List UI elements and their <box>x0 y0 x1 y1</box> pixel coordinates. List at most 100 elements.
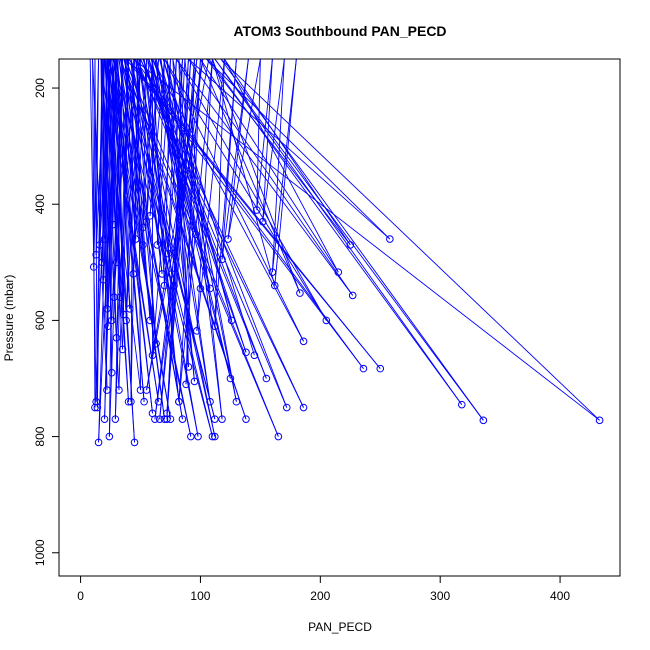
series-line-segment <box>107 58 113 373</box>
x-tick-label: 100 <box>190 589 210 603</box>
data-point-marker <box>226 374 235 383</box>
data-point-marker <box>119 310 128 319</box>
series-line-segment <box>172 58 237 402</box>
data-point-marker <box>130 438 139 447</box>
data-point-marker <box>160 415 169 423</box>
data-point-marker <box>100 415 109 423</box>
data-point-marker <box>166 415 175 423</box>
data-point-marker <box>194 432 202 441</box>
series-line-segment <box>221 58 249 260</box>
x-tick-label: 400 <box>550 589 570 603</box>
series-layer <box>89 58 604 447</box>
data-point-marker <box>148 351 157 360</box>
data-point-marker <box>170 281 178 290</box>
data-point-marker <box>142 217 151 226</box>
data-point-marker <box>152 339 160 348</box>
series-line-segment <box>159 58 198 420</box>
data-point-marker <box>227 316 236 325</box>
data-point-marker <box>299 403 308 412</box>
data-point-marker <box>160 281 169 290</box>
series-line-segment <box>112 58 213 437</box>
series-line-segment <box>212 58 276 286</box>
data-point-marker <box>91 403 99 412</box>
series-line-segment <box>137 58 141 391</box>
data-point-marker <box>131 235 140 243</box>
chart-title: ATOM3 Southbound PAN_PECD <box>233 23 446 39</box>
series-line-segment <box>147 58 197 235</box>
data-point-marker <box>258 217 267 226</box>
series-line-segment <box>220 58 600 421</box>
data-point-marker <box>182 380 190 389</box>
data-point-marker <box>262 374 271 383</box>
data-point-marker <box>155 415 164 423</box>
y-tick-label: 200 <box>33 78 47 98</box>
data-point-marker <box>211 415 219 423</box>
series-line-segment <box>200 58 339 273</box>
data-point-marker <box>105 432 114 441</box>
data-point-marker <box>110 293 118 301</box>
data-point-marker <box>211 322 219 331</box>
data-point-marker <box>146 212 154 220</box>
data-point-marker <box>109 220 117 229</box>
series-line-segment <box>214 58 484 421</box>
series-line-segment <box>106 58 117 309</box>
series-line-segment <box>224 58 339 273</box>
data-point-marker <box>164 249 172 258</box>
series-line-segment <box>154 58 198 420</box>
series-line-segment <box>134 58 304 408</box>
series-line-segment <box>227 58 261 240</box>
series-line-segment <box>155 58 211 289</box>
series-line-segment <box>256 58 261 211</box>
data-point-marker <box>184 363 193 371</box>
data-point-marker <box>296 289 304 297</box>
data-point-marker <box>211 432 219 441</box>
data-point-marker <box>252 206 261 214</box>
data-point-marker <box>376 364 385 373</box>
series-line-segment <box>130 58 139 402</box>
series-line-segment <box>95 58 100 255</box>
series-line-segment <box>114 58 121 298</box>
series-line-segment <box>135 58 163 274</box>
x-tick-label: 300 <box>430 589 450 603</box>
data-point-marker <box>193 327 201 335</box>
series-line-segment <box>146 58 210 391</box>
series-line-segment <box>154 58 211 402</box>
data-point-marker <box>139 241 147 249</box>
data-point-marker <box>107 316 116 325</box>
data-point-marker <box>158 270 166 278</box>
data-point-marker <box>153 241 162 249</box>
series-line-segment <box>117 58 125 315</box>
series-line-segment <box>107 58 117 263</box>
y-tick-label: 600 <box>33 310 47 330</box>
series-line-segment <box>200 58 301 294</box>
data-point-marker <box>125 304 134 313</box>
series-line-segment <box>150 58 201 289</box>
data-point-marker <box>139 223 147 232</box>
series-line-segment <box>89 58 97 402</box>
series-line-segment <box>176 58 327 321</box>
series-line-segment <box>274 58 297 286</box>
data-point-marker <box>93 403 102 412</box>
series-line-segment <box>138 58 163 274</box>
data-point-marker <box>190 377 199 386</box>
data-point-marker <box>146 316 154 325</box>
series-line-segment <box>159 58 233 321</box>
series-line-segment <box>188 58 354 296</box>
series-line-segment <box>111 58 121 298</box>
data-point-marker <box>112 334 121 342</box>
data-point-marker <box>299 337 308 346</box>
data-point-marker <box>250 351 259 360</box>
data-point-marker <box>112 258 121 267</box>
data-point-marker <box>268 268 277 276</box>
series-line-segment <box>221 58 237 260</box>
series-line-segment <box>120 58 131 309</box>
series-line-segment <box>130 58 134 402</box>
series-line-segment <box>178 58 189 367</box>
data-point-marker <box>479 416 488 425</box>
data-point-marker <box>124 397 133 406</box>
data-point-marker <box>136 386 145 394</box>
data-point-marker <box>92 397 100 406</box>
x-axis: 0 100 200 300 400 <box>77 575 570 603</box>
data-point-marker <box>178 415 187 423</box>
y-tick-label: 1000 <box>33 539 47 566</box>
